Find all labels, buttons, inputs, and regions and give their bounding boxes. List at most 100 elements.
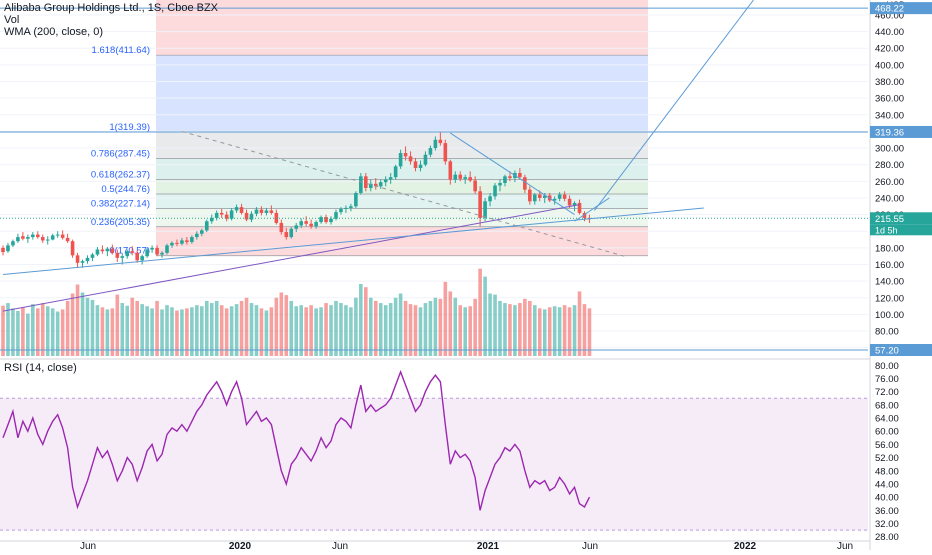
candle-body	[254, 209, 259, 214]
candle-body	[463, 177, 468, 179]
candle-body	[125, 251, 130, 257]
symbol-legend[interactable]: Alibaba Group Holdings Ltd., 1S, Cboe BZ…	[4, 2, 219, 14]
volume-bar	[393, 297, 398, 356]
volume-bar	[368, 297, 373, 356]
volume-bar	[408, 304, 413, 356]
price-tick-label: 180.00	[875, 243, 904, 254]
candle-body	[577, 202, 582, 213]
volume-bar	[145, 306, 149, 356]
volume-bar	[150, 308, 154, 356]
time-label: Jun	[332, 541, 348, 550]
volume-bar	[75, 284, 80, 356]
rsi-tick-label: 52.00	[875, 453, 899, 464]
volume-bar	[473, 298, 477, 356]
price-tick-label: 380.00	[875, 77, 904, 88]
time-label: 2021	[477, 541, 500, 550]
price-badge	[870, 125, 932, 138]
candle-body	[224, 214, 229, 219]
trendline	[574, 197, 610, 222]
candle-body	[378, 182, 383, 187]
volume-bar	[354, 297, 358, 356]
price-badge	[870, 2, 932, 15]
volume-bar	[65, 300, 70, 356]
volume-bar	[21, 307, 25, 356]
candle-body	[572, 202, 577, 206]
candle-body	[26, 237, 30, 239]
candle-body	[473, 180, 477, 192]
candle-body	[264, 210, 269, 213]
price-badge-label: 319.36	[875, 127, 904, 138]
volume-bar	[498, 300, 502, 356]
volume-bar	[90, 299, 95, 356]
wma-legend[interactable]: WMA (200, close, 0)	[4, 26, 104, 38]
candle-body	[70, 241, 75, 256]
candle-body	[175, 242, 179, 244]
volume-bar	[200, 306, 204, 356]
rsi-tick-label: 68.00	[875, 400, 899, 411]
volume-bar	[219, 305, 224, 356]
volume-bar	[115, 294, 120, 356]
drawing-lines[interactable]	[0, 0, 868, 351]
candle-body	[145, 249, 149, 257]
trendline	[594, 0, 754, 211]
candle-body	[135, 252, 139, 261]
volume-bar	[513, 305, 517, 356]
candle-body	[150, 247, 154, 250]
volume-bar	[224, 308, 229, 356]
candle-body	[294, 225, 299, 229]
volume-bar	[349, 307, 353, 356]
volume-bar	[155, 300, 159, 356]
volume-bar	[483, 276, 487, 356]
candle-body	[1, 247, 5, 253]
candle-body	[219, 212, 224, 215]
time-axis[interactable]: Jun 2020 Jun 2021 Jun 2022 Jun	[0, 540, 870, 552]
volume-bar	[264, 310, 269, 356]
volume-bar	[160, 309, 164, 356]
price-axis[interactable]: USD460.00440.00420.00400.00380.00360.003…	[869, 0, 932, 550]
rsi-legend[interactable]: RSI (14, close)	[4, 362, 77, 374]
volume-bar	[80, 292, 85, 356]
candle-body	[259, 209, 264, 213]
candle-body	[11, 241, 15, 246]
volume-legend[interactable]: Vol	[4, 14, 20, 26]
price-tick-label: 400.00	[875, 60, 904, 71]
volume-bar	[398, 293, 403, 356]
wma-line	[2, 204, 580, 312]
volume-bar	[528, 300, 532, 356]
fib-level-label: 0.382(227.14)	[91, 199, 150, 210]
candle-body	[518, 173, 522, 178]
volume-bar	[214, 300, 219, 356]
volume-bar	[503, 303, 507, 356]
candle-body	[523, 177, 527, 190]
candle-body	[552, 198, 557, 201]
price-badge	[870, 212, 932, 225]
candle-body	[478, 191, 482, 218]
rsi-tick-label: 76.00	[875, 374, 899, 385]
volume-bar	[359, 284, 363, 356]
candle-body	[349, 206, 353, 208]
candle-body	[299, 221, 303, 226]
rsi-pane	[0, 369, 868, 531]
price-tick-label: 260.00	[875, 177, 904, 188]
volume-bar	[60, 309, 65, 356]
volume-bar	[508, 304, 512, 356]
volume-bar	[329, 305, 333, 356]
candle-body	[180, 240, 184, 244]
volume-bar	[433, 297, 438, 356]
volume-bar	[190, 307, 194, 356]
volume-bar	[488, 293, 492, 356]
rsi-tick-label: 80.00	[875, 361, 899, 372]
volume-bar	[85, 297, 90, 356]
fib-zone-top	[156, 0, 648, 56]
rsi-tick-label: 48.00	[875, 466, 899, 477]
volume-bar	[140, 304, 144, 356]
candle-body	[239, 207, 244, 213]
volume-bar	[532, 305, 537, 356]
volume-bar	[468, 306, 472, 356]
volume-bar	[334, 300, 338, 356]
price-badge-label: 468.22	[875, 4, 904, 15]
time-label: Jun	[80, 541, 96, 550]
volume-bar	[344, 305, 348, 356]
candle-body	[488, 196, 492, 202]
